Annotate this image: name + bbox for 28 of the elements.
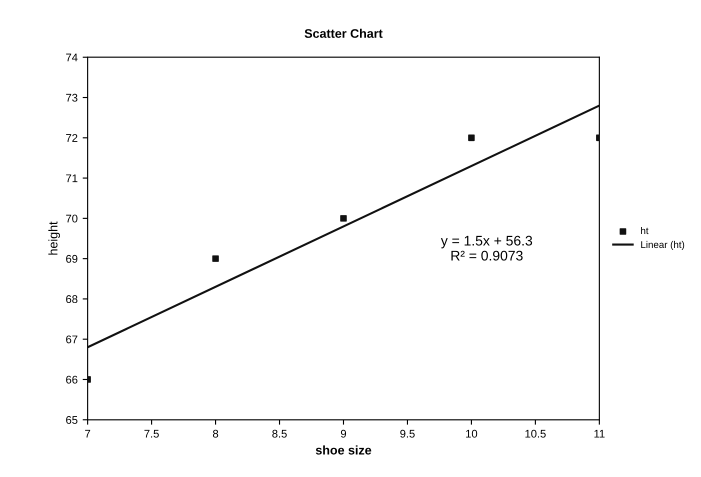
legend-label: ht — [641, 227, 648, 234]
y-tick-label: 70 — [66, 214, 78, 222]
y-tick-label: 65 — [66, 416, 78, 424]
x-tick-label: 11 — [594, 430, 605, 438]
x-tick-label: 7 — [85, 430, 90, 438]
x-tick-label: 8 — [212, 430, 218, 438]
y-tick-label: 71 — [66, 174, 78, 182]
y-tick-label: 73 — [66, 94, 78, 102]
point — [212, 255, 219, 262]
point — [468, 134, 475, 142]
x-tick-label: 10.5 — [525, 430, 546, 438]
y-axis-title: height — [48, 222, 60, 255]
chart-title: Scatter Chart — [304, 28, 383, 38]
legend-label: Linear (ht) — [641, 240, 684, 250]
y-tick-label: 67 — [66, 335, 78, 344]
x-axis-title: shoe size — [316, 445, 372, 455]
y-tick-label: 66 — [66, 376, 78, 384]
y-tick-label: 72 — [66, 134, 78, 142]
y-tick-label: 68 — [66, 295, 78, 304]
point — [340, 215, 347, 222]
x-tick-label: 9.5 — [400, 430, 415, 438]
annotation: y = 1.5x + 56.3 R² = 0.9073 — [440, 236, 532, 261]
x-tick-label: 9 — [340, 430, 346, 438]
x-tick-label: 10 — [466, 430, 478, 438]
y-tick-label: 74 — [66, 54, 78, 62]
x-tick-label: 7.5 — [144, 430, 159, 438]
x-tick-label: 8.5 — [272, 430, 287, 438]
y-tick-label: 69 — [66, 254, 78, 263]
